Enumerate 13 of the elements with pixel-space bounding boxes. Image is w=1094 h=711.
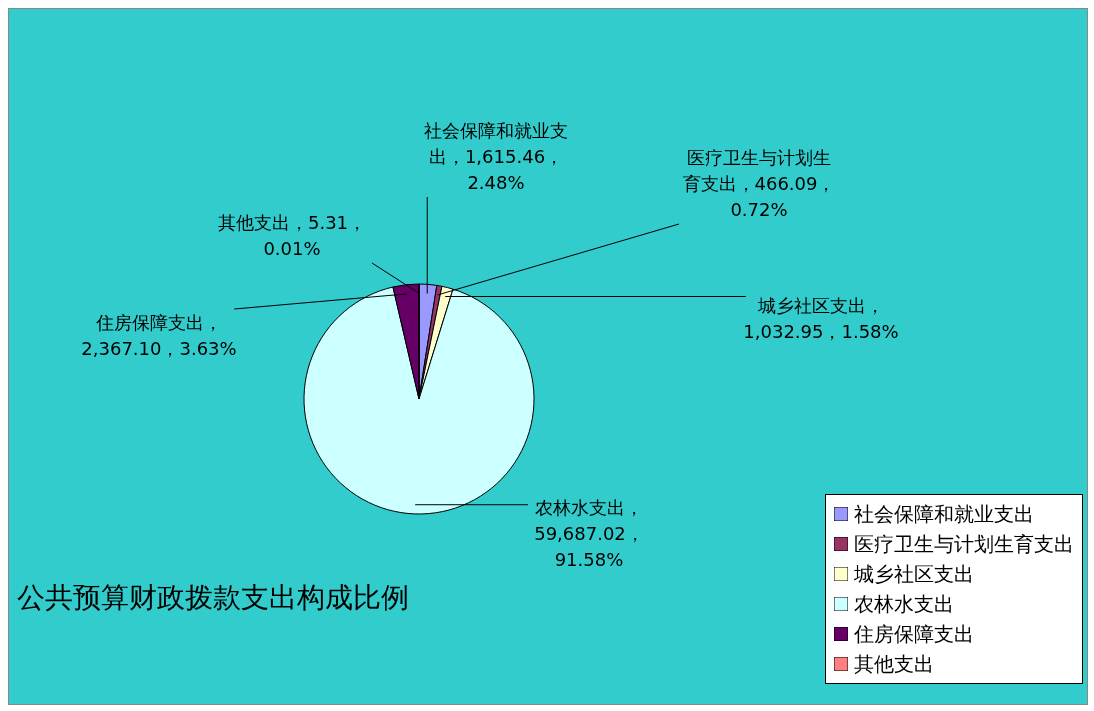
legend-label: 社会保障和就业支出 [854, 501, 1034, 528]
data-label: 其他支出，5.31，0.01% [217, 212, 367, 259]
legend-label: 医疗卫生与计划生育支出 [854, 531, 1074, 558]
legend-label: 农林水支出 [854, 591, 954, 618]
data-label: 医疗卫生与计划生育支出，466.09，0.72% [682, 147, 836, 220]
data-label: 社会保障和就业支出，1,615.46，2.48% [424, 120, 568, 193]
text: 公共预算财政拨款支出构成比例 [17, 580, 409, 616]
legend-label: 其他支出 [854, 651, 934, 678]
data-label: 城乡社区支出，1,032.95，1.58% [743, 295, 899, 342]
data-label: 农林水支出，59,687.02，91.58% [534, 497, 644, 570]
legend-label: 住房保障支出 [854, 621, 974, 648]
data-label: 住房保障支出，2,367.10，3.63% [81, 312, 237, 359]
legend-label: 城乡社区支出 [854, 561, 974, 588]
